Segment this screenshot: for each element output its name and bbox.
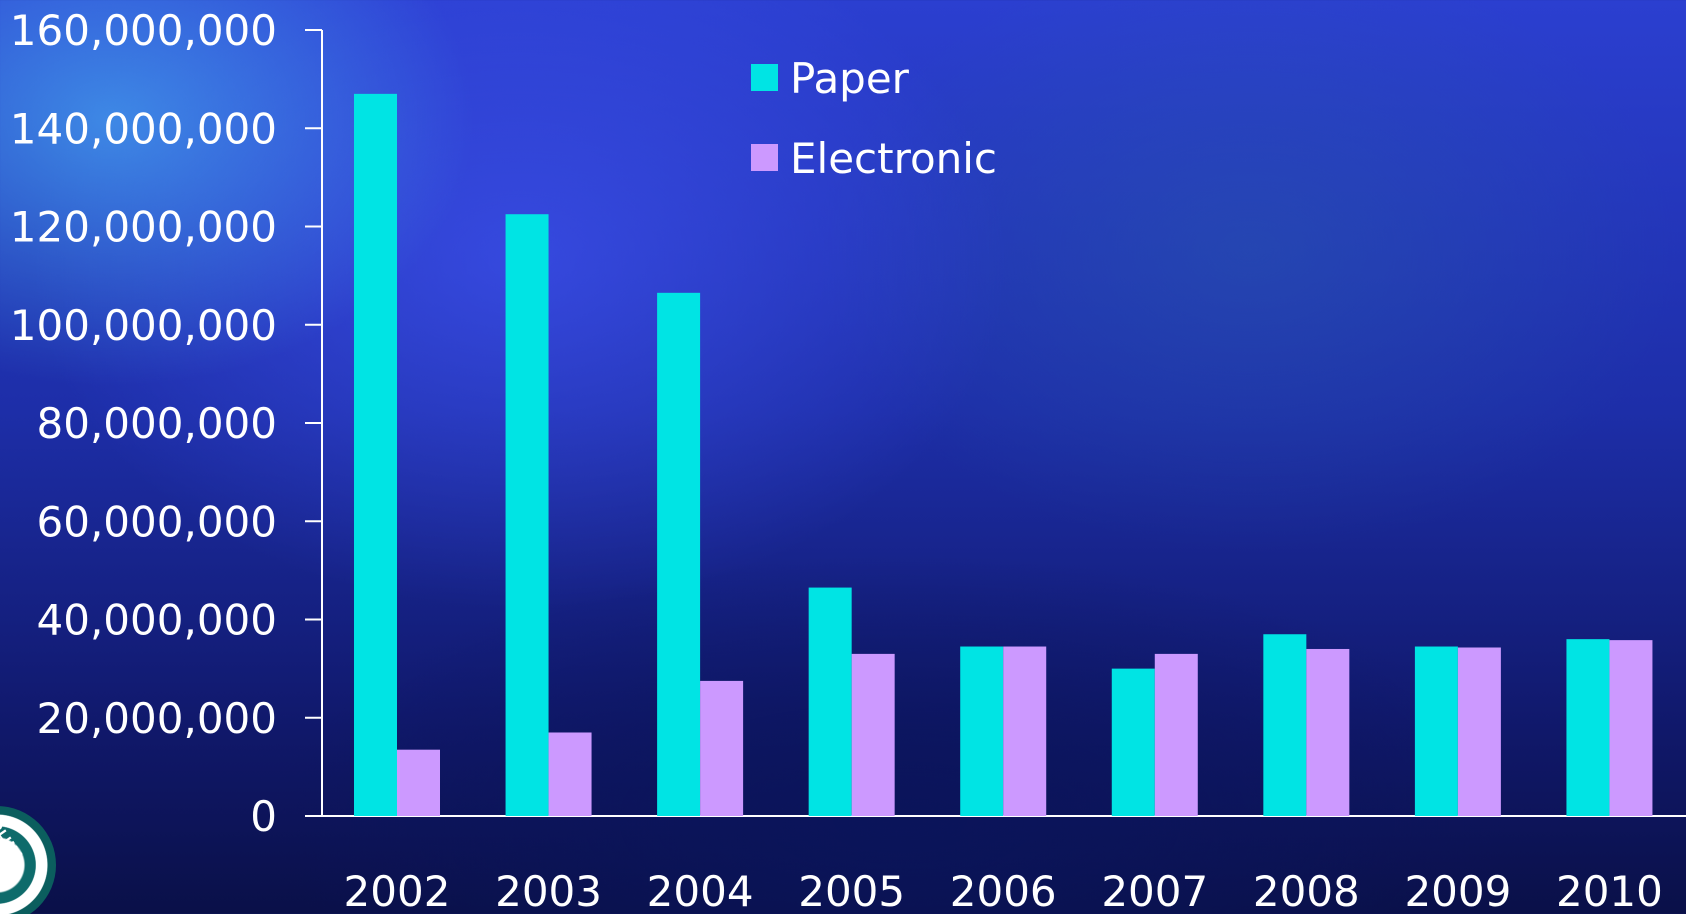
legend-label-electronic: Electronic: [790, 134, 997, 183]
bar-paper-2002: [354, 93, 397, 817]
y-tick-label: 160,000,000: [10, 6, 277, 55]
y-tick-label: 20,000,000: [37, 694, 277, 743]
bar-paper-2003: [505, 214, 549, 816]
y-tick-label: 60,000,000: [37, 497, 277, 546]
x-tick-label: 2003: [495, 867, 602, 914]
seal-text: OLINA: [0, 818, 27, 865]
bar-paper-2005: [808, 587, 852, 816]
bar-electronic-2010: [1609, 640, 1653, 816]
x-tick-label: 2002: [344, 867, 451, 914]
x-tick-label: 2010: [1556, 867, 1663, 914]
bar-paper-2008: [1263, 634, 1307, 816]
bar-electronic-2006: [1003, 646, 1047, 816]
x-tick-label: 2008: [1253, 867, 1360, 914]
bars: [354, 93, 1653, 817]
x-tick-label: 2005: [798, 867, 905, 914]
legend-swatch-paper: [751, 64, 778, 91]
x-tick-labels: 2002 2003 2004 2005 2006 2007 2008 2009 2010: [344, 867, 1663, 914]
y-tick-label: 0: [250, 792, 277, 841]
bar-electronic-2004: [700, 680, 744, 816]
bar-paper-2010: [1566, 639, 1610, 816]
y-tick-label: 100,000,000: [10, 301, 277, 350]
bar-paper-2009: [1414, 646, 1458, 816]
bar-paper-2004: [657, 292, 701, 817]
bar-electronic-2007: [1154, 653, 1198, 816]
bar-electronic-2003: [548, 732, 592, 816]
y-tick-label: 80,000,000: [37, 399, 277, 448]
x-tick-label: 2004: [647, 867, 754, 914]
bar-electronic-2002: [397, 749, 440, 816]
x-tick-label: 2009: [1404, 867, 1511, 914]
bar-paper-2006: [960, 646, 1004, 816]
y-tick-label: 120,000,000: [10, 203, 277, 252]
bar-electronic-2009: [1457, 647, 1501, 816]
legend-label-paper: Paper: [790, 54, 910, 103]
legend: Paper Electronic: [751, 54, 997, 183]
x-tick-label: 2007: [1101, 867, 1208, 914]
y-tick-label: 40,000,000: [37, 596, 277, 645]
bar-electronic-2008: [1306, 648, 1350, 816]
bar-paper-2007: [1111, 668, 1155, 816]
y-tick-label: 140,000,000: [10, 104, 277, 153]
legend-swatch-electronic: [751, 144, 778, 171]
y-ticks: 0 20,000,000 40,000,000 60,000,000 80,000,00…: [10, 6, 322, 841]
x-tick-label: 2006: [950, 867, 1057, 914]
bar-electronic-2005: [851, 653, 895, 816]
